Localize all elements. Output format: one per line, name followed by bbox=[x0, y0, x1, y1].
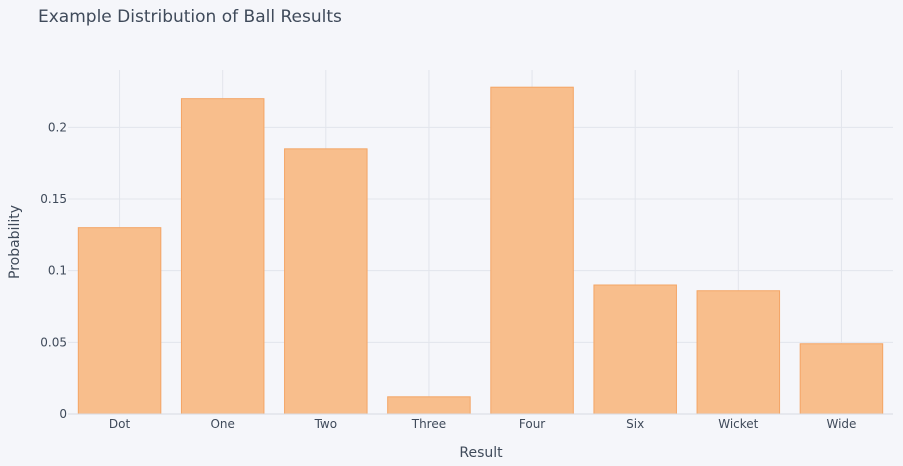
x-tick-label: Wicket bbox=[718, 417, 758, 431]
bar-two bbox=[284, 148, 368, 415]
x-tick-label: Three bbox=[411, 417, 446, 431]
x-tick-label: One bbox=[210, 417, 234, 431]
x-tick-label: Two bbox=[314, 417, 338, 431]
y-tick-label: 0.2 bbox=[48, 120, 67, 134]
y-tick-label: 0.1 bbox=[48, 264, 67, 278]
bar-dot bbox=[77, 227, 162, 415]
x-tick-label: Six bbox=[626, 417, 644, 431]
bar-wide bbox=[799, 343, 884, 415]
y-tick-label: 0.15 bbox=[40, 192, 67, 206]
chart-title: Example Distribution of Ball Results bbox=[38, 7, 342, 27]
bar-one bbox=[180, 98, 265, 415]
y-tick-label: 0.05 bbox=[40, 335, 67, 349]
plot-area: 0 0.05 0.1 0.15 0.2 Dot One Two Three Four Six Wick… bbox=[40, 70, 893, 431]
y-axis-title: Probability bbox=[7, 205, 23, 279]
bar-three bbox=[387, 396, 471, 415]
bar-six bbox=[593, 284, 677, 415]
bar-wicket bbox=[696, 290, 781, 415]
x-tick-label: Wide bbox=[826, 417, 856, 431]
x-tick-label: Dot bbox=[109, 417, 131, 431]
x-axis-title: Result bbox=[459, 445, 503, 461]
y-tick-label: 0 bbox=[59, 407, 67, 421]
x-tick-label: Four bbox=[519, 417, 545, 431]
bar-four bbox=[490, 86, 574, 415]
